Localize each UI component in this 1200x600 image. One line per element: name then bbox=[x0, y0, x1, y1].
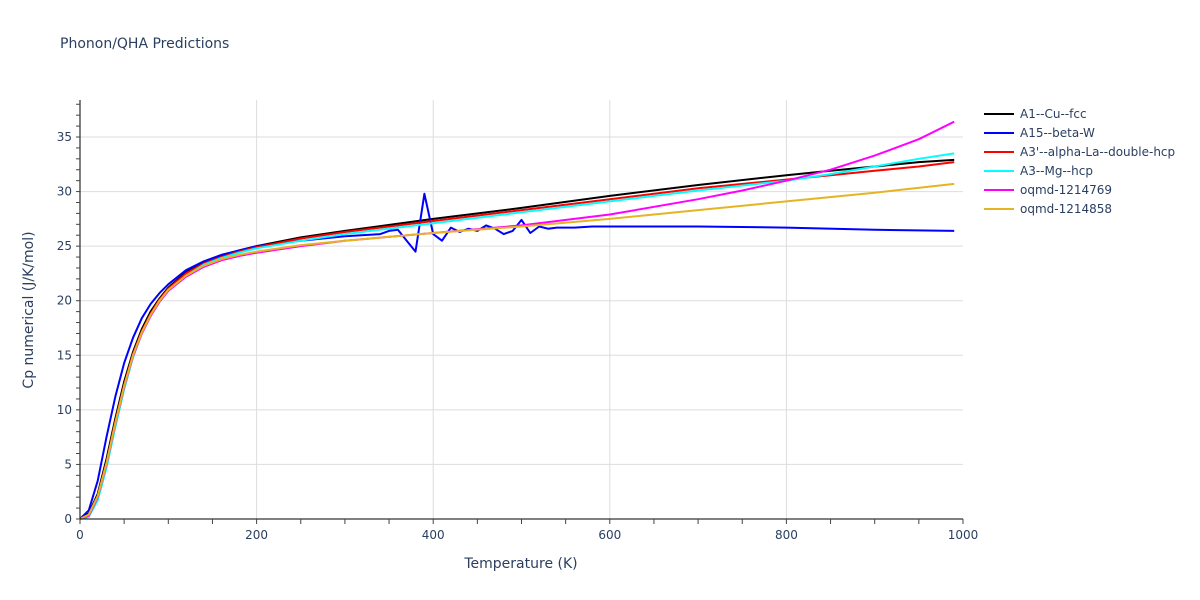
legend-label: A3'--alpha-La--double-hcp bbox=[1020, 144, 1176, 159]
legend-swatch-icon bbox=[984, 112, 1014, 115]
x-tick-label: 400 bbox=[422, 528, 445, 542]
y-tick-label: 10 bbox=[57, 403, 72, 417]
legend-item[interactable]: oqmd-1214858 bbox=[984, 199, 1175, 218]
legend: A1--Cu--fcc A15--beta-W A3'--alpha-La--dou… bbox=[984, 104, 1175, 218]
legend-item[interactable]: A1--Cu--fcc bbox=[984, 104, 1175, 123]
y-tick-label: 5 bbox=[64, 457, 72, 471]
legend-label: A15--beta-W bbox=[1020, 125, 1095, 140]
legend-swatch-icon bbox=[984, 150, 1014, 153]
legend-label: A3--Mg--hcp bbox=[1020, 163, 1093, 178]
series-line-A15--beta-W bbox=[79, 192, 955, 520]
legend-label: oqmd-1214769 bbox=[1020, 182, 1113, 197]
series-line-A3'--alpha-La--double-hcp bbox=[79, 161, 955, 520]
x-tick-label: 800 bbox=[775, 528, 798, 542]
legend-swatch-icon bbox=[984, 188, 1014, 191]
legend-swatch-icon bbox=[984, 131, 1014, 134]
y-tick-label: 15 bbox=[57, 348, 72, 362]
x-tick-label: 200 bbox=[245, 528, 268, 542]
legend-item[interactable]: A15--beta-W bbox=[984, 123, 1175, 142]
y-tick-label: 25 bbox=[57, 239, 72, 253]
legend-swatch-icon bbox=[984, 169, 1014, 172]
legend-item[interactable]: oqmd-1214769 bbox=[984, 180, 1175, 199]
legend-item[interactable]: A3'--alpha-La--double-hcp bbox=[984, 142, 1175, 161]
series-line-oqmd-1214858 bbox=[79, 182, 955, 520]
chart-title: Phonon/QHA Predictions bbox=[60, 36, 230, 52]
legend-item[interactable]: A3--Mg--hcp bbox=[984, 161, 1175, 180]
x-tick-label: 600 bbox=[598, 528, 621, 542]
axes: 0 200 400 600 800 1000 0 5 10 15 20 25 30 35 bbox=[57, 100, 979, 542]
y-tick-label: 0 bbox=[64, 512, 72, 526]
y-tick-label: 35 bbox=[57, 130, 72, 144]
legend-label: A1--Cu--fcc bbox=[1020, 106, 1087, 121]
series-line-oqmd-1214769 bbox=[79, 120, 955, 520]
y-tick-label: 20 bbox=[57, 294, 72, 308]
x-tick-label: 1000 bbox=[948, 528, 979, 542]
x-tick-label: 0 bbox=[76, 528, 84, 542]
x-axis-title: Temperature (K) bbox=[463, 556, 577, 572]
gridlines bbox=[80, 100, 963, 519]
y-axis-title: Cp numerical (J/K/mol) bbox=[21, 231, 37, 388]
legend-label: oqmd-1214858 bbox=[1020, 201, 1113, 216]
series-lines bbox=[79, 120, 955, 520]
y-tick-label: 30 bbox=[57, 185, 72, 199]
legend-swatch-icon bbox=[984, 207, 1014, 210]
